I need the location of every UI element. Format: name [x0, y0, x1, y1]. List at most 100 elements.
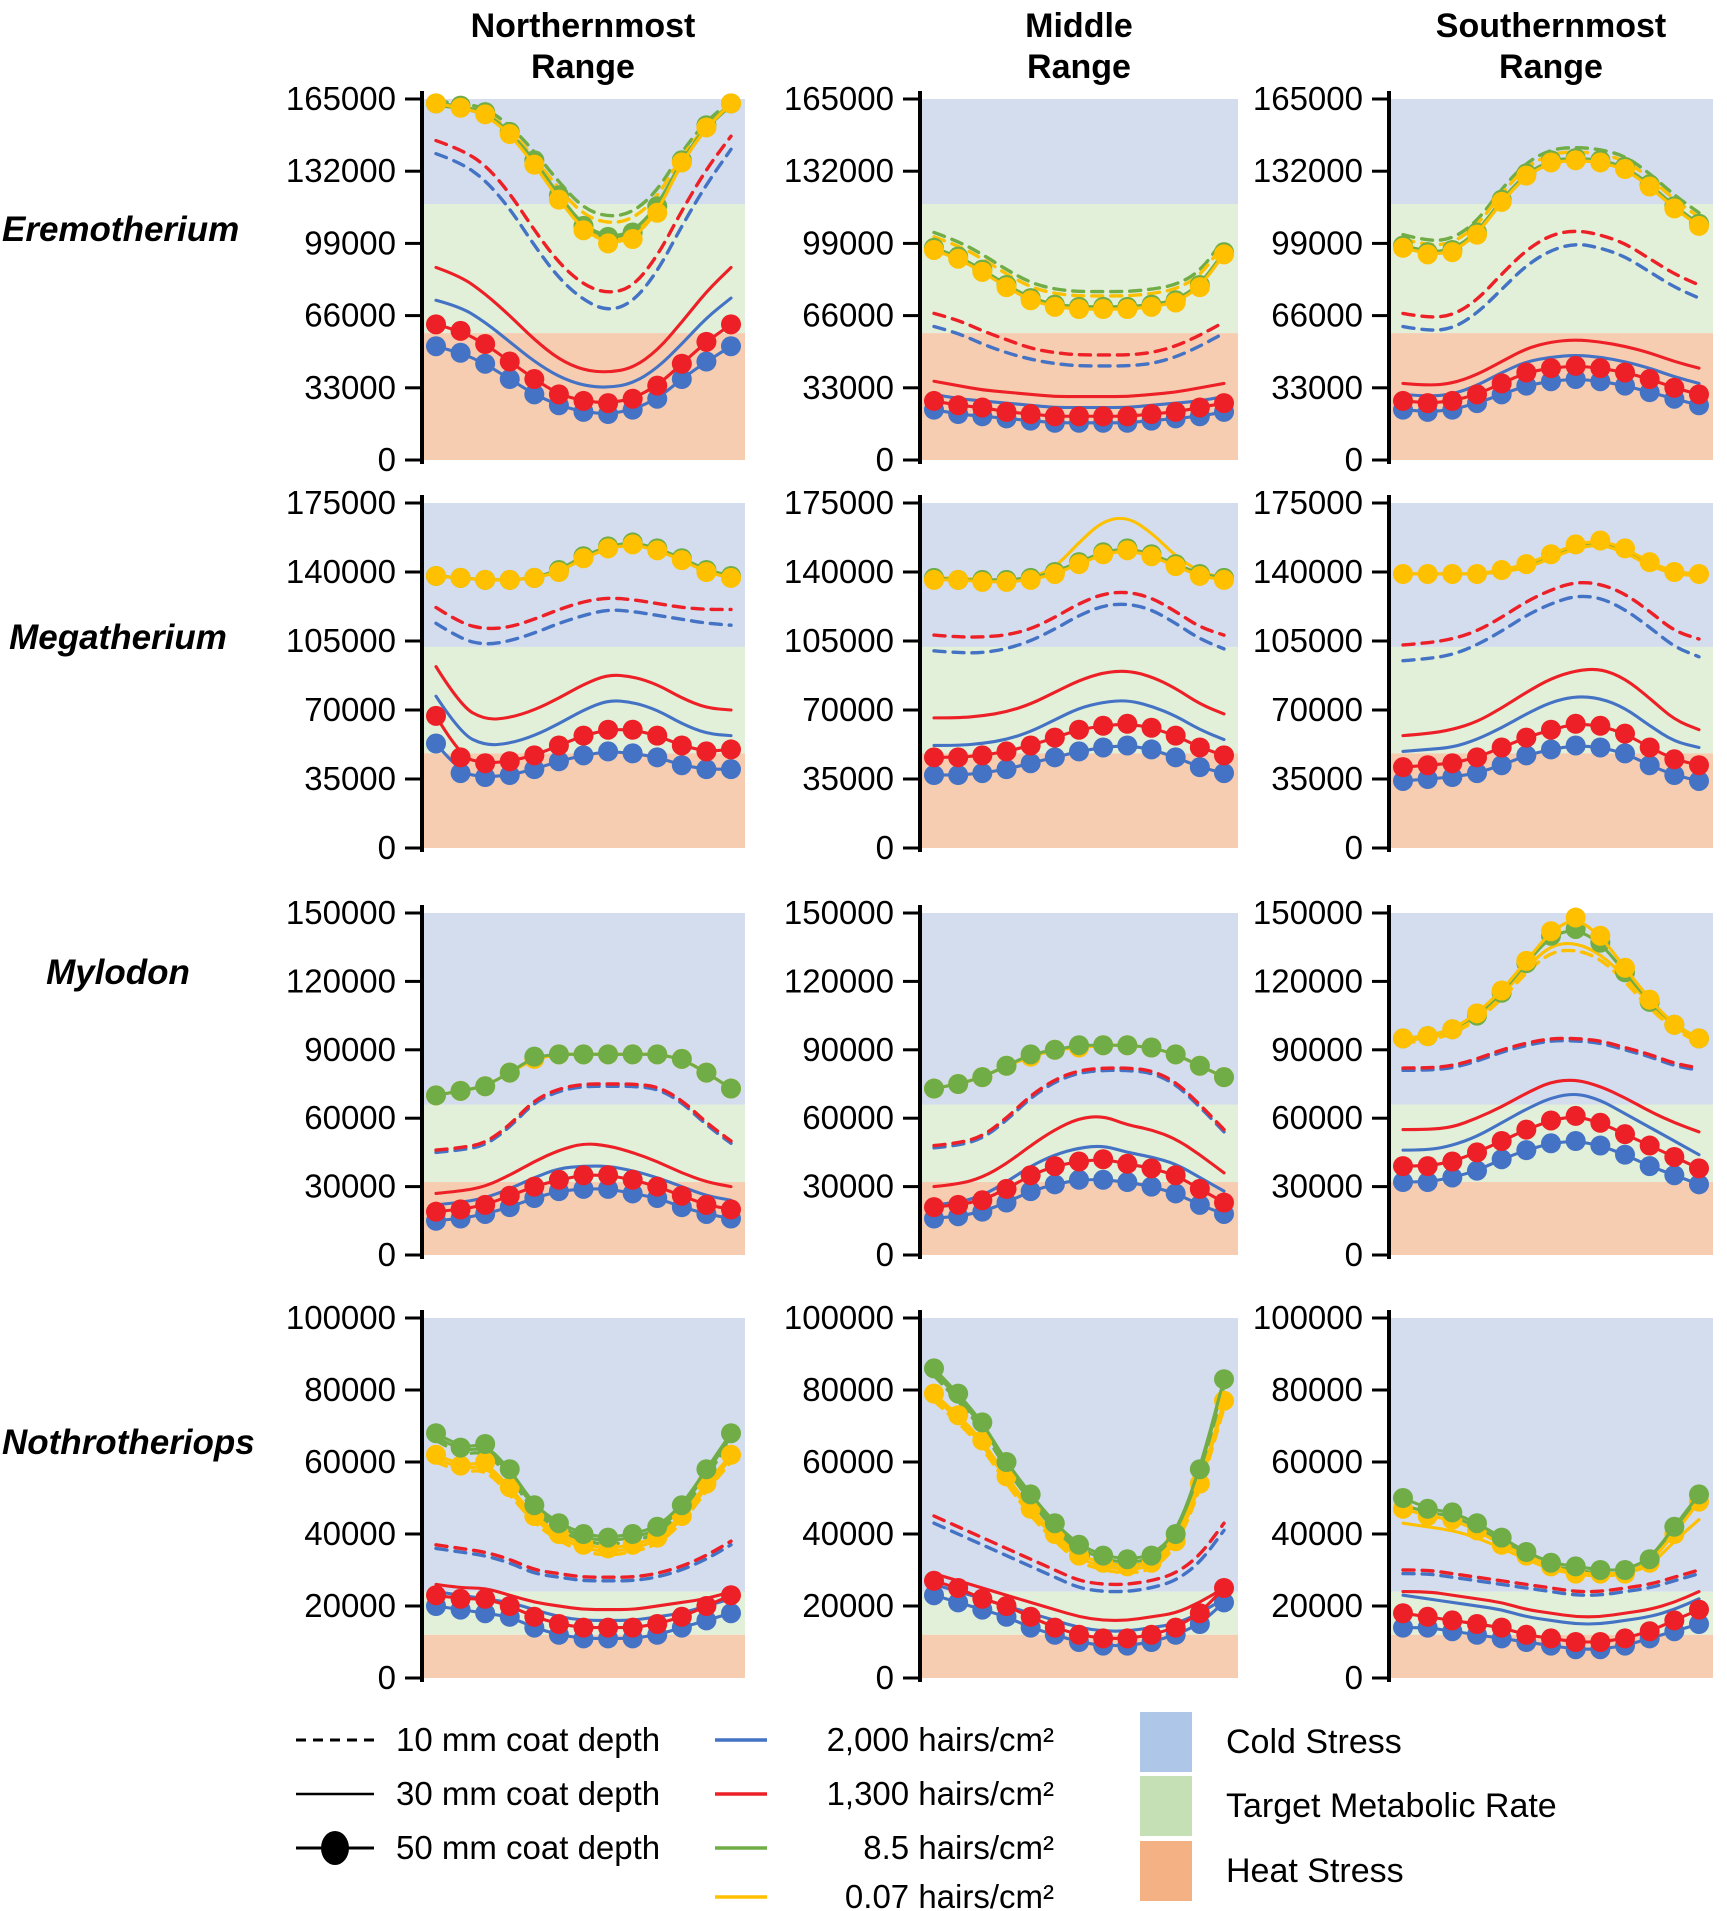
- series-dot-0.07-50mm: [1417, 563, 1438, 584]
- series-line-8.5-10mm: [1401, 145, 1701, 242]
- series-dot-8.5-50mm: [1044, 1039, 1065, 1060]
- y-tick: [405, 386, 420, 390]
- chart-nothrotheriops-southernmost: 100000 80000 60000 40000 20000 0: [1253, 1299, 1713, 1696]
- series-line-2,000-30mm: [434, 694, 733, 747]
- y-tick: [405, 777, 420, 781]
- series-line-1,300-10mm: [932, 1066, 1226, 1148]
- series-dot-2,000-50mm: [426, 733, 446, 754]
- series-dot-1,300-50mm: [1689, 755, 1709, 776]
- y-tick: [405, 639, 420, 643]
- series-dot-8.5-50mm: [721, 1078, 741, 1099]
- series-dot-2,000-50mm: [598, 741, 619, 762]
- series-dot-1,300-50mm: [573, 1617, 594, 1638]
- series-dot-8.5-50mm: [1565, 1556, 1586, 1577]
- series-dot-1,300-50mm: [1442, 753, 1463, 774]
- series-dot-2,000-50mm: [548, 751, 569, 772]
- series-dot-1,300-50mm: [524, 1176, 545, 1197]
- series-dot-0.07-50mm: [1093, 544, 1114, 565]
- legend-label: Cold Stress: [1226, 1722, 1402, 1761]
- series-dot-2,000-50mm: [1689, 1174, 1709, 1195]
- y-axis: [1387, 905, 1391, 1259]
- cold-stress-band: [422, 99, 745, 205]
- series-dot-1,300-50mm: [1664, 1146, 1685, 1167]
- series-dot-0.07-50mm: [1044, 296, 1065, 317]
- y-tick: [405, 1532, 420, 1536]
- series-dot-1,300-50mm: [924, 747, 944, 768]
- series-dot-2,000-50mm: [475, 767, 496, 788]
- series-dot-0.07-50mm: [1020, 1498, 1041, 1519]
- series-dot-1,300-50mm: [622, 1617, 643, 1638]
- series-dot-8.5-50mm: [524, 1495, 545, 1516]
- series-dot-0.07-50mm: [1590, 152, 1611, 173]
- series-dot-1,300-50mm: [1417, 1606, 1438, 1627]
- column-title-middle: Middle Range: [1025, 7, 1133, 87]
- solid-line-icon: [296, 1792, 374, 1796]
- y-tick: [405, 1253, 420, 1257]
- series-dot-8.5-50mm: [1069, 1534, 1089, 1555]
- series-dot-8.5-50mm: [1141, 1545, 1162, 1566]
- series-dot-1,300-50mm: [1491, 1617, 1512, 1638]
- series-dot-0.07-50mm: [524, 154, 545, 175]
- y-tick-label: 70000: [802, 691, 894, 728]
- series-dot-2,000-50mm: [524, 384, 545, 405]
- series-dot-1,300-50mm: [1117, 713, 1138, 734]
- series-dot-2,000-50mm: [450, 763, 471, 784]
- y-tick-label: 150000: [1253, 894, 1363, 931]
- y-tick-label: 0: [876, 1659, 894, 1696]
- series-dot-1,300-50mm: [1590, 358, 1611, 379]
- legend-label: Target Metabolic Rate: [1226, 1786, 1557, 1825]
- series-dot-1,300-50mm: [499, 1185, 520, 1206]
- series-dot-0.07-50mm: [948, 569, 969, 590]
- y-tick: [903, 1048, 918, 1052]
- y-tick: [405, 708, 420, 712]
- y-tick: [903, 1316, 918, 1320]
- series-dot-2,000-50mm: [647, 747, 668, 768]
- series-line-1,300-30mm: [932, 1115, 1226, 1189]
- y-tick-label: 30000: [304, 1168, 396, 1205]
- series-line-2,000-30mm: [434, 296, 733, 389]
- series-dot-0.07-50mm: [1541, 152, 1561, 173]
- series-dot-8.5-50mm: [1214, 1067, 1234, 1088]
- series-dot-2,000-50mm: [1117, 1172, 1138, 1193]
- y-tick: [1372, 1253, 1387, 1257]
- y-tick: [903, 1460, 918, 1464]
- y-tick: [1372, 1388, 1387, 1392]
- y-tick-label: 120000: [286, 962, 396, 999]
- series-line-2,000-10mm: [932, 1068, 1226, 1150]
- y-tick-label: 70000: [1271, 691, 1363, 728]
- series-dot-8.5-50mm: [1590, 1560, 1611, 1580]
- series-dot-0.07-50mm: [1069, 554, 1089, 575]
- series-dot-8.5-50mm: [972, 1412, 993, 1433]
- y-tick: [903, 501, 918, 505]
- series-dot-1,300-50mm: [426, 705, 446, 726]
- y-tick-label: 120000: [784, 962, 894, 999]
- series-dot-0.07-50mm: [972, 261, 993, 282]
- series-dot-0.07-50mm: [1689, 1028, 1709, 1049]
- series-line-2,000-30mm: [1401, 1092, 1701, 1157]
- series-dot-1,300-50mm: [972, 397, 993, 418]
- legend-item-heat-stress: Heat Stress: [1140, 1841, 1404, 1901]
- y-tick: [903, 1604, 918, 1608]
- y-tick-label: 99000: [304, 224, 396, 261]
- series-dot-1,300-50mm: [996, 741, 1017, 762]
- y-tick: [405, 241, 420, 245]
- series-dot-2,000-50mm: [1069, 741, 1089, 762]
- y-tick: [405, 1116, 420, 1120]
- y-tick-label: 100000: [286, 1299, 396, 1336]
- y-axis: [420, 495, 424, 852]
- series-dot-0.07-50mm: [548, 189, 569, 210]
- series-dot-1,300-50mm: [721, 739, 741, 760]
- series-dot-0.07-50mm: [972, 571, 993, 592]
- series-line-1,300-30mm: [1401, 1590, 1701, 1619]
- series-dot-0.07-50mm: [450, 97, 471, 118]
- y-tick-label: 60000: [1271, 1099, 1363, 1136]
- series-dot-1,300-50mm: [1516, 727, 1537, 748]
- series-dot-1,300-50mm: [1590, 715, 1611, 736]
- series-dot-1,300-50mm: [475, 1588, 496, 1609]
- series-dot-0.07-50mm: [948, 248, 969, 269]
- series-dot-1,300-50mm: [1393, 1156, 1413, 1177]
- series-dot-1,300-50mm: [696, 741, 717, 762]
- y-tick-label: 60000: [304, 1443, 396, 1480]
- series-dot-2,000-50mm: [1516, 1140, 1537, 1161]
- y-axis: [918, 1310, 922, 1682]
